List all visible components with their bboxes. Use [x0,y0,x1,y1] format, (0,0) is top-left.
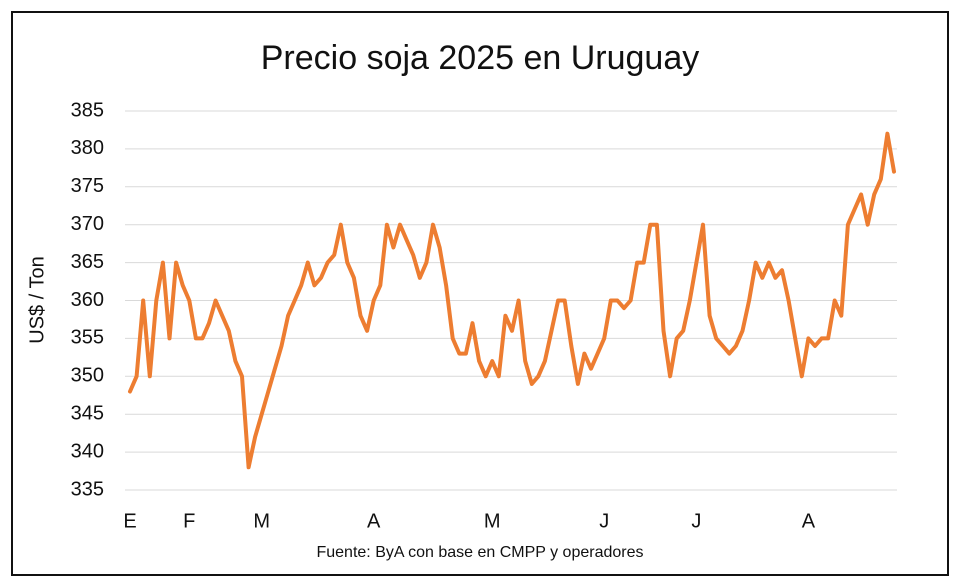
x-tick-label: F [183,510,195,532]
x-tick-label: A [367,510,381,532]
y-tick-label: 380 [71,137,104,159]
y-tick-label: 340 [71,440,104,462]
chart-frame [11,11,949,576]
x-tick-label: E [123,510,136,532]
chart-title: Precio soja 2025 en Uruguay [261,39,700,77]
y-tick-label: 370 [71,213,104,235]
y-tick-label: 385 [71,99,104,121]
y-tick-label: 365 [71,251,104,273]
y-tick-label: 350 [71,365,104,387]
x-tick-label: M [484,510,501,532]
y-tick-label: 335 [71,478,104,500]
source-note: Fuente: ByA con base en CMPP y operadore… [316,544,643,561]
y-tick-label: 360 [71,289,104,311]
y-tick-label: 355 [71,327,104,349]
x-tick-label: J [599,510,609,532]
x-tick-label: A [802,510,816,532]
x-tick-label: J [691,510,701,532]
line-series [128,131,896,470]
x-tick-label: M [253,510,270,532]
y-tick-label: 375 [71,175,104,197]
y-axis-label: US$ / Ton [26,256,48,343]
y-tick-label: 345 [71,402,104,424]
